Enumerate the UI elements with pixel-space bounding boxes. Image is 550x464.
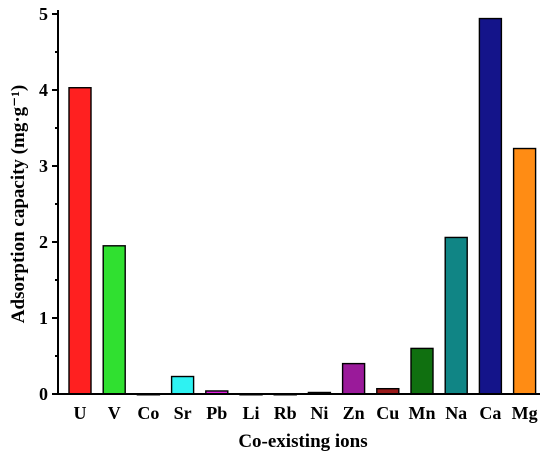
- x-tick-label-zn: Zn: [343, 403, 365, 423]
- x-tick-label-rb: Rb: [274, 403, 297, 423]
- bar-mg: [512, 147, 537, 395]
- x-tick-label-co: Co: [137, 403, 159, 423]
- x-tick-labels: U V Co Sr Pb Li Rb Ni Zn Cu Mn Na Ca Mg: [74, 403, 538, 423]
- bar-ca: [478, 17, 503, 395]
- x-tick-label-ni: Ni: [310, 403, 328, 423]
- bars-group: [68, 17, 537, 396]
- x-tick-label-na: Na: [445, 403, 467, 423]
- bar-zn: [341, 362, 366, 395]
- y-tick-labels: 0 1 2 3 4 5: [39, 4, 58, 404]
- y-tick-label: 3: [39, 156, 48, 176]
- x-tick-label-v: V: [108, 403, 121, 423]
- y-tick-label: 2: [39, 232, 48, 252]
- x-tick-label-ca: Ca: [479, 403, 501, 423]
- x-tick-label-pb: Pb: [206, 403, 227, 423]
- x-tick-label-mn: Mn: [409, 403, 436, 423]
- bar-na: [444, 236, 468, 395]
- y-axis-title: Adsorption capacity (mg·g⁻¹): [8, 85, 29, 323]
- y-tick-label: 1: [39, 308, 48, 328]
- x-tick-label-li: Li: [242, 403, 259, 423]
- y-tick-label: 4: [39, 80, 48, 100]
- y-tick-label: 0: [39, 384, 48, 404]
- axes: [57, 10, 540, 395]
- x-tick-label-cu: Cu: [376, 403, 399, 423]
- x-tick-label-u: U: [74, 403, 87, 423]
- bar-u: [68, 87, 92, 395]
- x-axis-title: Co-existing ions: [238, 431, 367, 452]
- bar-v: [102, 245, 126, 395]
- bar-sr: [170, 375, 195, 395]
- y-tick-label: 5: [39, 4, 48, 24]
- bar-mn: [410, 347, 434, 395]
- x-tick-label-sr: Sr: [174, 403, 192, 423]
- x-tick-label-mg: Mg: [512, 403, 538, 423]
